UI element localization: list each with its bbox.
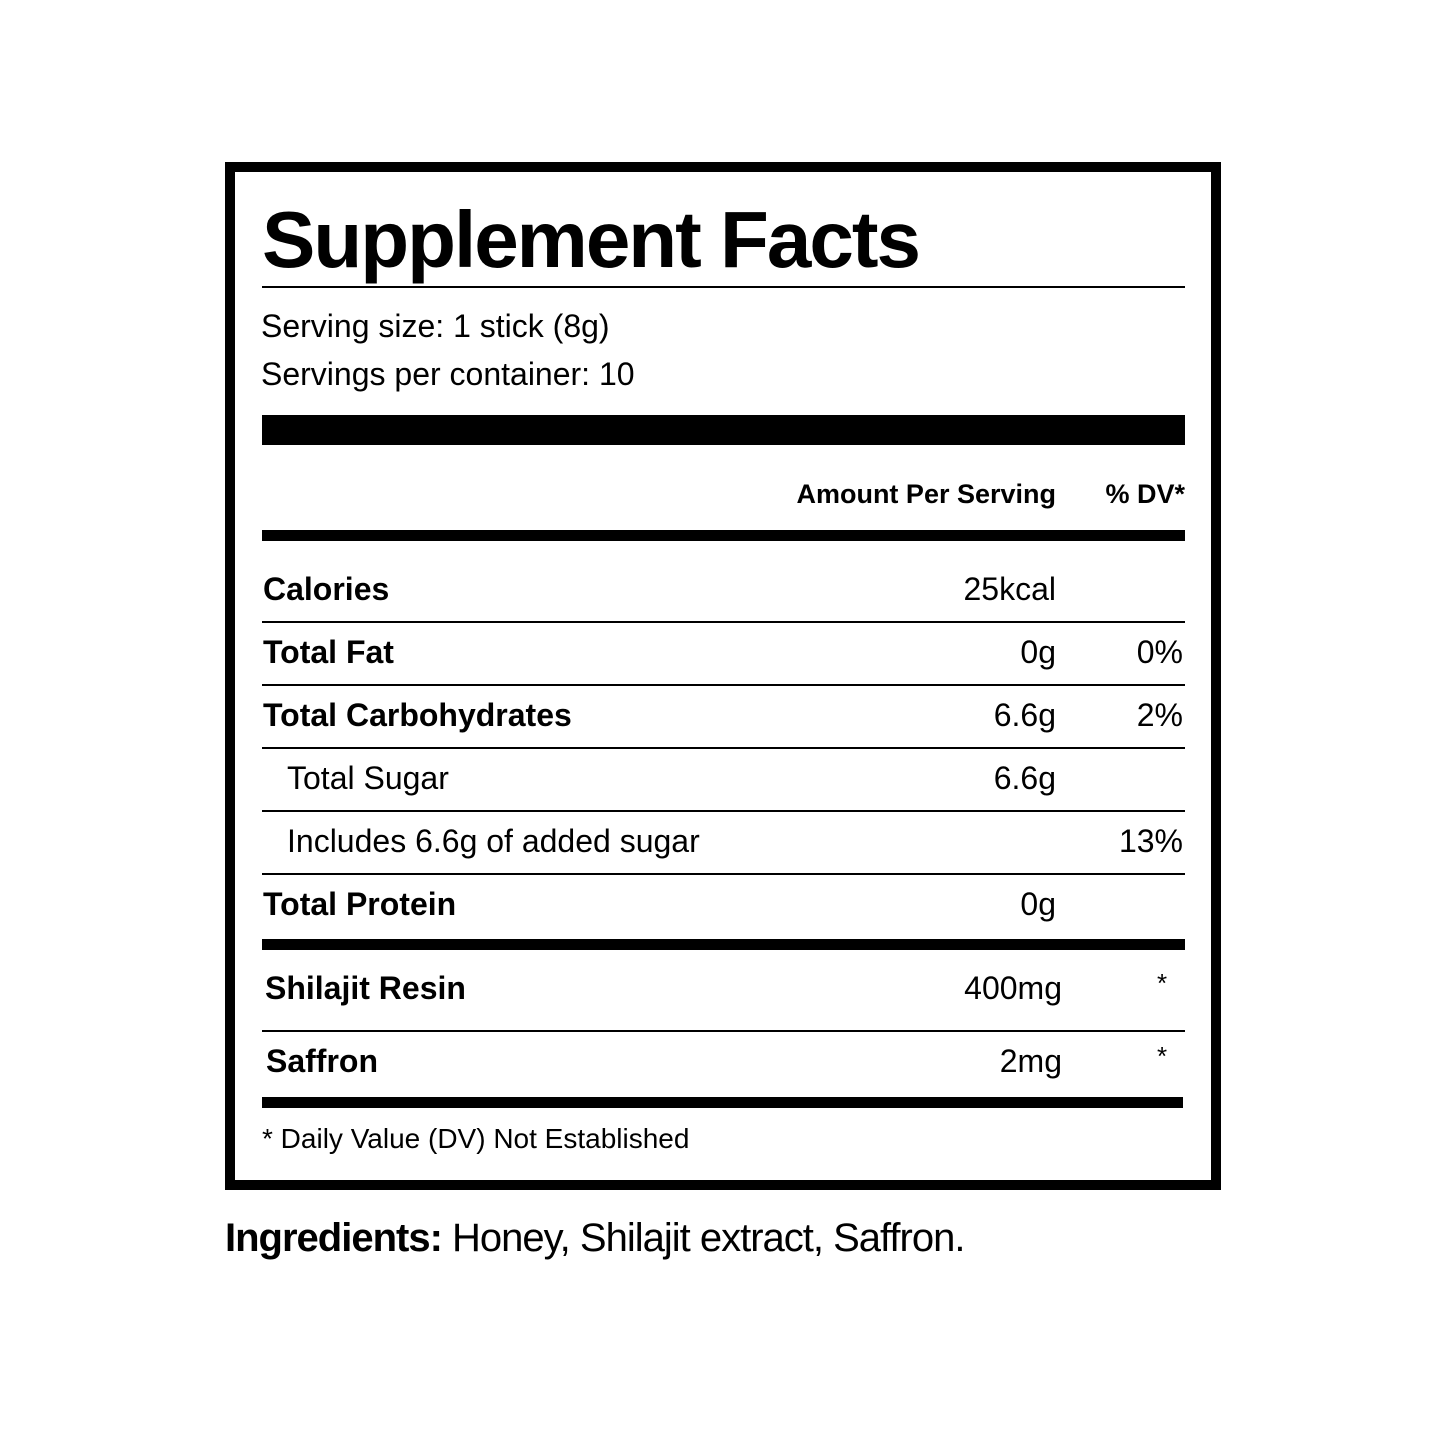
dv-header: % DV*	[1105, 479, 1185, 509]
row-amount-saffron: 2mg	[999, 1043, 1062, 1079]
row-label-total-fat: Total Fat	[263, 634, 394, 670]
divider	[262, 810, 1185, 812]
row-dv-total-fat: 0%	[1136, 634, 1183, 670]
row-label-calories: Calories	[263, 571, 390, 607]
ingredients-label: Ingredients:	[225, 1216, 443, 1260]
divider	[262, 873, 1185, 875]
row-label-total-sugar: Total Sugar	[287, 760, 449, 796]
ingredients-line: Ingredients: Honey, Shilajit extract, Sa…	[225, 1215, 965, 1261]
row-amount-calories: 25kcal	[963, 571, 1057, 607]
medium-divider	[262, 530, 1185, 541]
serving-size: Serving size: 1 stick (8g)	[261, 308, 610, 344]
row-label-saffron: Saffron	[266, 1043, 378, 1079]
row-dv-total-carbohydrates: 2%	[1136, 697, 1183, 733]
amount-per-serving-header: Amount Per Serving	[796, 479, 1056, 509]
row-label-shilajit-resin: Shilajit Resin	[265, 970, 466, 1006]
thick-divider	[262, 415, 1185, 445]
row-dv-added-sugar: 13%	[1118, 823, 1183, 859]
footnote: * Daily Value (DV) Not Established	[262, 1123, 690, 1154]
row-label-total-carbohydrates: Total Carbohydrates	[263, 697, 572, 733]
divider	[262, 286, 1185, 288]
row-amount-total-carbohydrates: 6.6g	[993, 697, 1056, 733]
row-label-added-sugar: Includes 6.6g of added sugar	[287, 823, 700, 859]
divider	[262, 1030, 1185, 1032]
servings-per-container: Servings per container: 10	[261, 356, 635, 392]
row-dv-saffron: *	[1157, 1041, 1168, 1071]
supplement-facts-panel	[225, 162, 1221, 1190]
panel-title: Supplement Facts	[262, 195, 921, 284]
row-dv-shilajit-resin: *	[1157, 968, 1168, 998]
divider	[262, 621, 1185, 623]
divider	[262, 747, 1185, 749]
row-amount-shilajit-resin: 400mg	[964, 970, 1062, 1006]
row-amount-total-sugar: 6.6g	[993, 760, 1056, 796]
medium-divider	[262, 1097, 1183, 1108]
divider	[262, 684, 1185, 686]
medium-divider	[262, 939, 1185, 950]
row-label-total-protein: Total Protein	[263, 886, 457, 922]
row-amount-total-fat: 0g	[1020, 634, 1056, 670]
row-amount-total-protein: 0g	[1020, 886, 1056, 922]
ingredients-text: Honey, Shilajit extract, Saffron.	[441, 1216, 965, 1260]
